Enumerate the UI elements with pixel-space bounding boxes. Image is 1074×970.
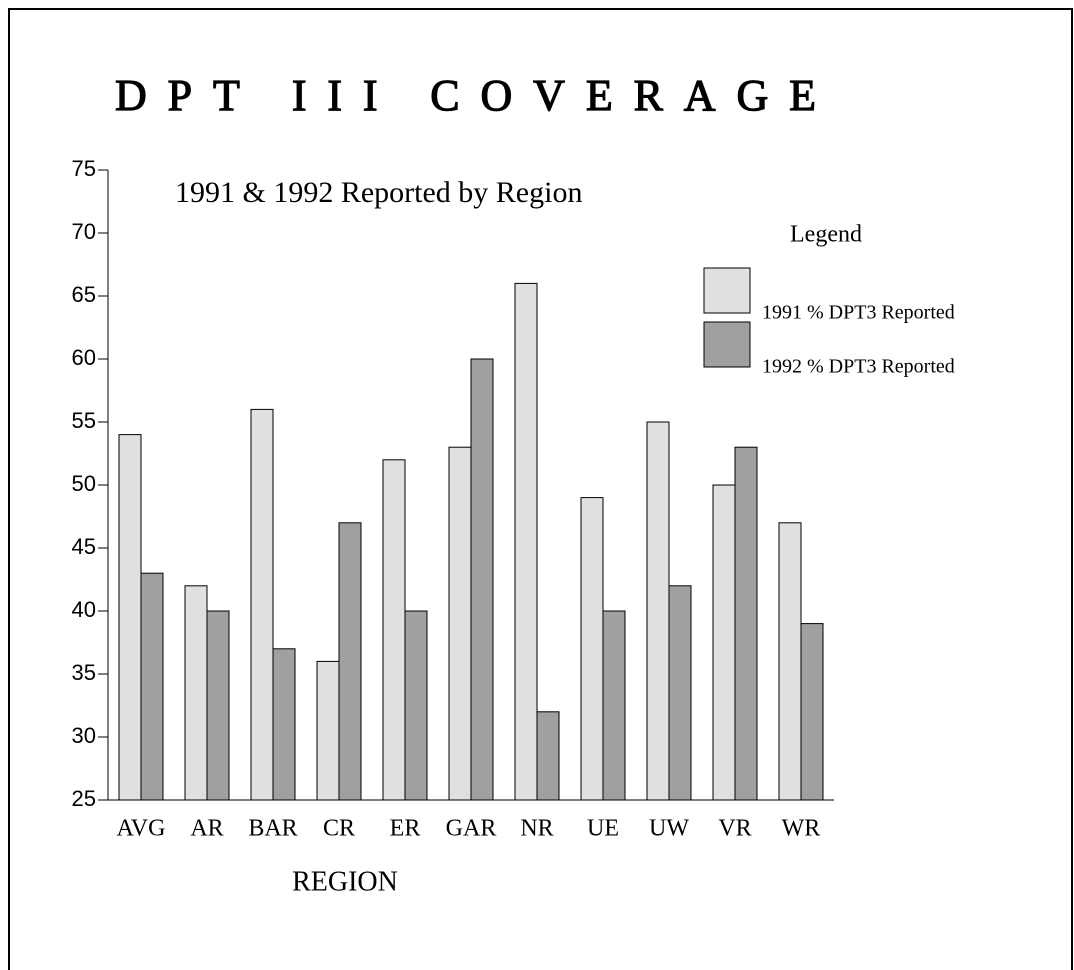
y-tick-label: 50	[72, 471, 96, 496]
bar	[140, 572, 164, 801]
bar	[470, 358, 494, 801]
bar	[668, 585, 692, 801]
legend-swatch	[703, 267, 751, 314]
bar	[580, 497, 604, 801]
legend-label: 1991 % DPT3 Reported	[762, 302, 955, 324]
bar	[184, 585, 208, 801]
bar	[316, 660, 340, 801]
bar	[646, 421, 670, 801]
y-tick-label: 45	[72, 534, 96, 559]
x-tick-label: AR	[190, 816, 223, 842]
y-tick-label: 70	[72, 219, 96, 244]
bar	[536, 711, 560, 801]
x-tick-label: AVG	[117, 816, 166, 842]
y-tick-label: 30	[72, 723, 96, 748]
x-tick-label: NR	[520, 816, 553, 842]
bar	[206, 610, 230, 801]
x-axis-label: REGION	[292, 866, 398, 897]
y-tick-label: 25	[72, 786, 96, 811]
x-tick-label: ER	[390, 816, 421, 842]
chart-title: DPT III COVERAGE	[115, 71, 825, 120]
x-tick-label: WR	[782, 816, 821, 842]
bar	[602, 610, 626, 801]
bar	[404, 610, 428, 801]
bar	[778, 522, 802, 801]
bar	[712, 484, 736, 801]
y-tick-label: 60	[72, 345, 96, 370]
bar	[338, 522, 362, 801]
x-tick-label: VR	[718, 816, 751, 842]
y-tick-label: 75	[72, 156, 96, 181]
x-tick-label: GAR	[446, 816, 497, 842]
y-tick-label: 35	[72, 660, 96, 685]
x-tick-label: CR	[323, 816, 355, 842]
bar	[514, 282, 538, 801]
bar	[734, 446, 758, 801]
y-tick-label: 55	[72, 408, 96, 433]
bar	[272, 648, 296, 801]
y-tick-label: 40	[72, 597, 96, 622]
bar	[448, 446, 472, 801]
bar	[382, 459, 406, 801]
frame	[8, 8, 1073, 970]
x-tick-label: BAR	[248, 816, 297, 842]
legend-swatch	[703, 321, 751, 368]
chart-subtitle: 1991 & 1992 Reported by Region	[175, 176, 582, 209]
bar	[800, 623, 824, 801]
legend-label: 1992 % DPT3 Reported	[762, 356, 955, 378]
x-tick-label: UE	[587, 816, 619, 842]
bar	[118, 434, 142, 801]
bar	[250, 408, 274, 801]
legend-title: Legend	[790, 222, 862, 248]
x-tick-label: UW	[649, 816, 689, 842]
y-tick-label: 65	[72, 282, 96, 307]
